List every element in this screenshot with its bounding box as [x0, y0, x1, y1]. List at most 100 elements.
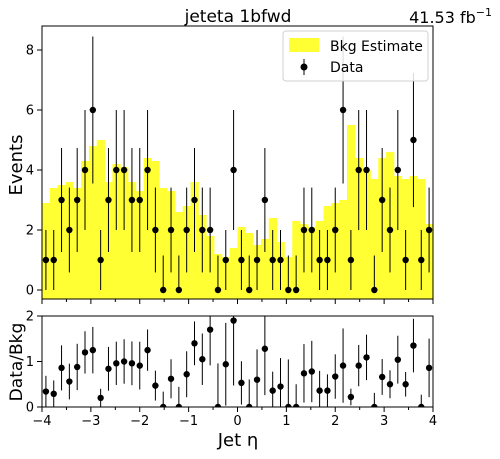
ratio-point — [113, 360, 119, 366]
data-point — [183, 227, 189, 233]
data-point — [387, 227, 393, 233]
ratio-y-tick-label: 2 — [26, 310, 34, 325]
data-point — [105, 197, 111, 203]
data-point — [238, 257, 244, 263]
ratio-point — [254, 377, 260, 383]
ratio-point — [191, 340, 197, 346]
data-point — [121, 167, 127, 173]
ratio-x-tick-label: 0 — [233, 414, 241, 429]
chart-title: jeteta 1bfwd — [184, 7, 292, 27]
data-point — [363, 167, 369, 173]
ratio-x-tick-label: −4 — [32, 414, 51, 429]
data-point — [379, 197, 385, 203]
data-point — [137, 197, 143, 203]
ratio-point — [90, 347, 96, 353]
ratio-point — [379, 374, 385, 380]
ratio-point — [58, 365, 64, 371]
data-point — [293, 287, 299, 293]
data-point — [356, 167, 362, 173]
legend-data-label: Data — [330, 60, 363, 76]
ratio-point — [262, 346, 268, 352]
ratio-point — [82, 349, 88, 355]
main-y-tick-label: 6 — [26, 104, 34, 119]
ratio-point — [223, 361, 229, 367]
ratio-point — [340, 362, 346, 368]
data-point — [129, 197, 135, 203]
data-point — [160, 287, 166, 293]
data-point — [176, 287, 182, 293]
data-point — [152, 227, 158, 233]
legend-bkg-label: Bkg Estimate — [330, 39, 423, 55]
data-point — [269, 257, 275, 263]
data-point — [410, 137, 416, 143]
data-point — [82, 167, 88, 173]
data-point — [340, 107, 346, 113]
data-point — [66, 227, 72, 233]
data-point — [285, 287, 291, 293]
main-y-axis-label: Events — [6, 135, 27, 196]
ratio-point — [277, 383, 283, 389]
ratio-point — [137, 362, 143, 368]
data-point — [215, 287, 221, 293]
main-y-tick-label: 0 — [26, 284, 34, 299]
ratio-point — [129, 360, 135, 366]
data-point — [254, 257, 260, 263]
data-point — [418, 257, 424, 263]
ratio-point — [168, 376, 174, 382]
data-point — [191, 197, 197, 203]
ratio-point — [363, 354, 369, 360]
data-point — [371, 287, 377, 293]
ratio-point — [426, 365, 432, 371]
data-point — [144, 167, 150, 173]
data-point — [58, 197, 64, 203]
data-point — [262, 197, 268, 203]
ratio-point — [66, 378, 72, 384]
data-point — [332, 227, 338, 233]
lumi-value: 41.53 fb — [409, 8, 476, 27]
ratio-point — [387, 381, 393, 387]
data-point — [348, 257, 354, 263]
x-axis-label: Jet η — [217, 430, 259, 451]
data-point — [207, 227, 213, 233]
ratio-point — [230, 317, 236, 323]
ratio-point — [332, 373, 338, 379]
data-point — [74, 197, 80, 203]
ratio-point — [301, 370, 307, 376]
ratio-point — [183, 371, 189, 377]
ratio-x-tick-label: 1 — [282, 414, 290, 429]
data-point — [168, 227, 174, 233]
ratio-point — [199, 356, 205, 362]
data-point — [277, 257, 283, 263]
ratio-point — [43, 388, 49, 394]
data-point — [199, 227, 205, 233]
ratio-point — [152, 382, 158, 388]
main-y-tick-label: 8 — [26, 44, 34, 59]
ratio-point — [309, 368, 315, 374]
data-point — [395, 167, 401, 173]
ratio-x-tick-label: −3 — [81, 414, 100, 429]
ratio-point — [121, 358, 127, 364]
ratio-x-tick-label: 4 — [429, 414, 437, 429]
ratio-point — [324, 387, 330, 393]
data-point — [324, 257, 330, 263]
lumi-exponent: −1 — [476, 6, 492, 19]
ratio-point — [74, 364, 80, 370]
ratio-x-tick-label: −1 — [179, 414, 198, 429]
ratio-x-tick-label: −2 — [130, 414, 149, 429]
ratio-x-tick-label: 2 — [331, 414, 339, 429]
bkg-bar — [339, 200, 347, 300]
ratio-point — [348, 394, 354, 400]
ratio-point — [410, 342, 416, 348]
ratio-x-tick-label: 3 — [380, 414, 388, 429]
data-point — [230, 167, 236, 173]
data-point — [316, 257, 322, 263]
data-point — [309, 227, 315, 233]
ratio-point — [51, 391, 57, 397]
ratio-point — [238, 380, 244, 386]
main-y-tick-label: 2 — [26, 224, 34, 239]
data-point — [301, 227, 307, 233]
ratio-point — [316, 387, 322, 393]
data-point — [90, 107, 96, 113]
data-point — [246, 287, 252, 293]
